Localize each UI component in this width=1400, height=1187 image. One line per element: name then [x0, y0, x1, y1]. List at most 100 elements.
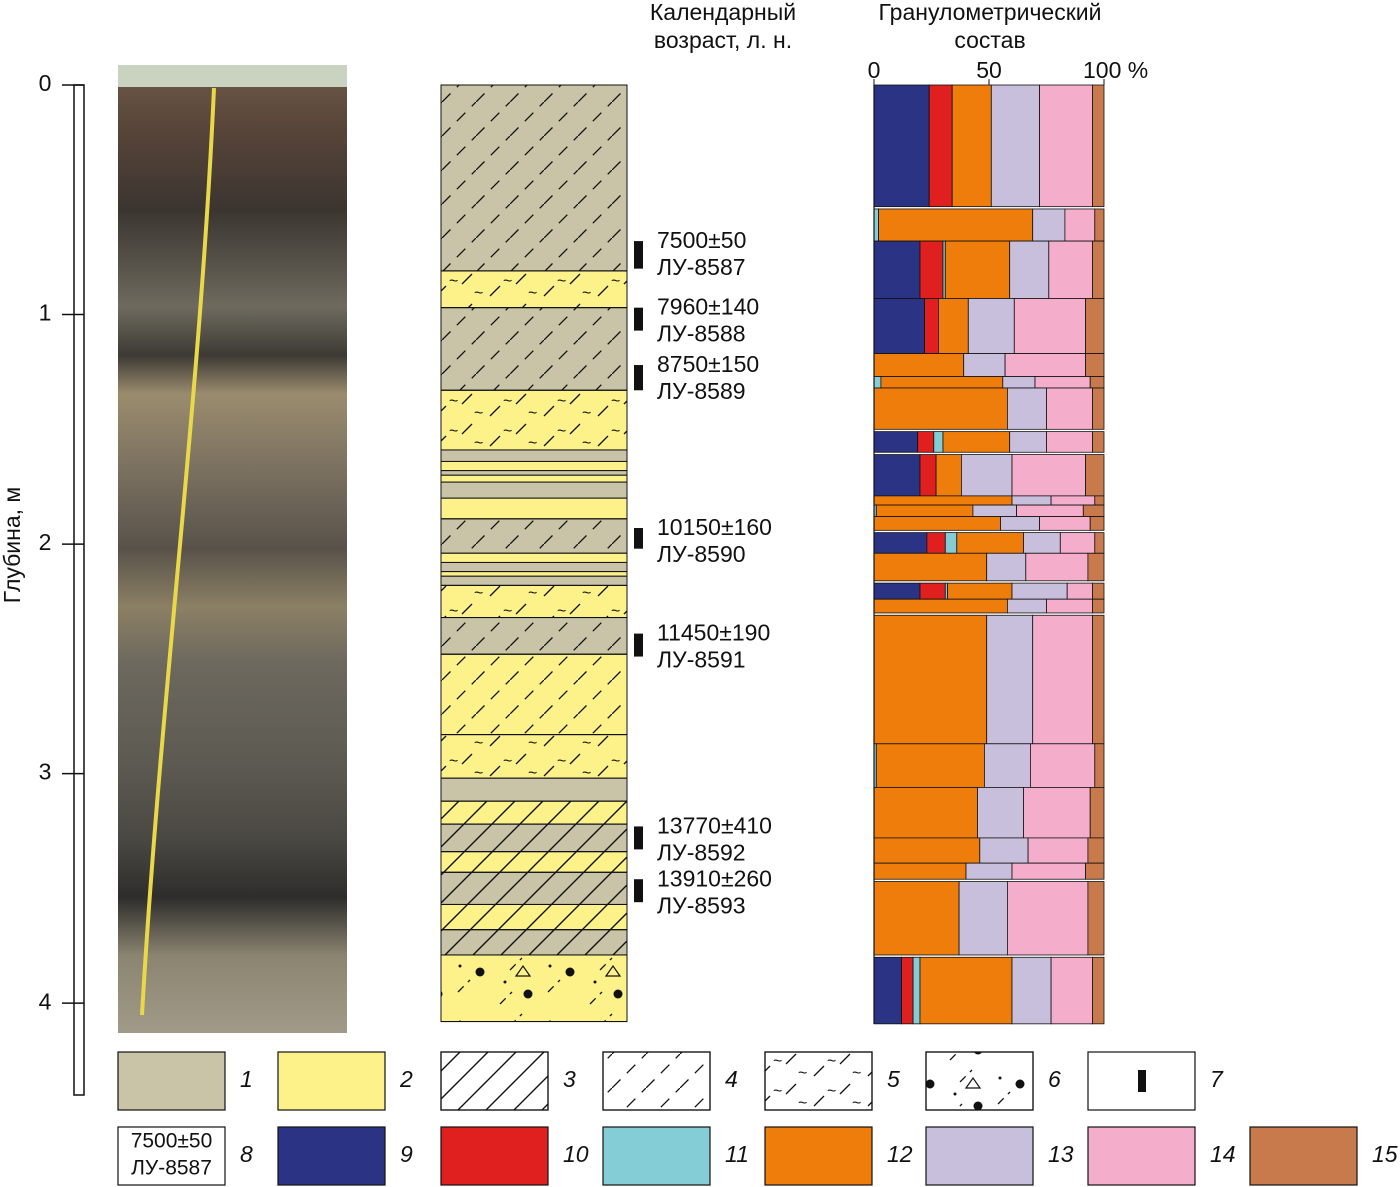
grain-segment: [873, 862, 967, 880]
date-sample-marker: [634, 307, 643, 331]
grain-segment: [1011, 862, 1086, 880]
grain-segment: [1094, 743, 1105, 788]
age-header: возраст, л. н.: [654, 27, 792, 53]
x-tick-label: 50: [976, 57, 1002, 83]
legend-swatch: [1087, 1126, 1196, 1186]
legend-swatch: [277, 1126, 386, 1186]
grain-segment: [1032, 208, 1066, 242]
lithology-pattern: [440, 617, 628, 655]
lithology-pattern: [440, 584, 628, 619]
grain-segment: [1050, 495, 1096, 506]
grain-segment: [1023, 532, 1061, 554]
grain-segment: [926, 532, 946, 554]
date-sample-marker: [634, 365, 643, 391]
grain-segment: [1092, 956, 1105, 1025]
grain-segment: [933, 431, 944, 453]
lithology-layer: [440, 470, 628, 476]
date-lab: ЛУ-8591: [657, 647, 746, 673]
date-age: 10150±160: [657, 514, 772, 540]
legend-swatch: [764, 1126, 873, 1186]
grain-segment: [873, 614, 988, 745]
depth-tick-label: 3: [39, 759, 52, 785]
grain-segment: [1092, 84, 1105, 208]
grain-segment: [1011, 956, 1052, 1025]
grain-segment: [873, 208, 879, 242]
lithology-pattern: [440, 903, 628, 931]
grain-segment: [1092, 387, 1105, 430]
grain-segment: [1039, 516, 1091, 531]
grain-segment: [990, 84, 1040, 208]
legend-swatch: [925, 1126, 1034, 1186]
grain-segment: [901, 956, 914, 1025]
grain-segment: [1094, 208, 1105, 242]
grain-segment: [878, 208, 1034, 242]
lithology-layer: [440, 561, 628, 573]
grain-segment: [1085, 298, 1105, 354]
grain-segment: [1046, 598, 1093, 614]
grain-segment: [1025, 552, 1089, 582]
legend-marker: [1138, 1070, 1146, 1092]
grain-segment: [1011, 454, 1086, 497]
grain-segment: [1094, 495, 1105, 506]
grain-segment: [986, 614, 1034, 745]
grain-segment: [912, 956, 921, 1025]
date-lab: ЛУ-8592: [657, 840, 746, 866]
grain-segment: [1032, 614, 1093, 745]
grain-segment: [1046, 431, 1093, 453]
grain-segment: [1039, 84, 1093, 208]
lithology-layer: [440, 474, 628, 483]
legend-swatch: [1249, 1126, 1358, 1186]
grain-segment: [873, 353, 965, 377]
grain-segment: [919, 454, 937, 497]
grain-segment: [951, 84, 992, 208]
legend-label: 8: [240, 1141, 253, 1167]
grain-segment: [1009, 431, 1047, 453]
depth-tick-label: 2: [39, 529, 52, 555]
grain-segment: [1007, 387, 1047, 430]
grain-segment: [873, 598, 1008, 614]
grain-segment: [1064, 208, 1096, 242]
grain-segment: [873, 787, 978, 839]
legend-box: [764, 1051, 873, 1111]
grain-segment: [947, 582, 1013, 600]
lithology-pattern: [440, 518, 628, 554]
grain-segment: [1009, 240, 1050, 299]
section-photo: [118, 65, 347, 1033]
legend-label: 4: [725, 1066, 738, 1092]
grain-segment: [1046, 387, 1093, 430]
grain-segment: [1007, 881, 1089, 956]
date-age: 13910±260: [657, 865, 772, 891]
grain-segment: [1004, 353, 1086, 377]
grain-segment: [919, 582, 946, 600]
date-age: 8750±150: [657, 351, 759, 377]
grain-segment: [873, 516, 1001, 531]
grain-segment: [873, 532, 928, 554]
grain-segment: [1092, 614, 1105, 745]
legend-sample: 7500±50: [131, 1130, 213, 1153]
measuring-tape: [140, 87, 216, 1016]
grain-segment: [944, 240, 1011, 299]
x-tick-label: 100 %: [1083, 57, 1148, 83]
grain-segment: [1048, 240, 1093, 299]
lithology-pattern: [440, 389, 628, 451]
grain-segment: [919, 240, 944, 299]
chart-title: состав: [954, 27, 1025, 53]
lithology-pattern: [440, 929, 628, 956]
grain-segment: [875, 504, 974, 517]
date-sample-marker: [634, 633, 643, 657]
lithology-pattern: [440, 84, 628, 272]
grain-segment: [1002, 376, 1036, 389]
lithology-pattern: [440, 653, 628, 736]
grain-segment: [1089, 787, 1105, 839]
grain-segment: [873, 956, 903, 1025]
grain-segment: [984, 743, 1031, 788]
lithology-pattern: [440, 871, 628, 905]
grain-segment: [873, 387, 1008, 430]
grain-segment: [880, 376, 1004, 389]
grain-segment: [1050, 956, 1093, 1025]
legend-label: 15: [1372, 1141, 1398, 1167]
grain-segment: [956, 532, 1024, 554]
legend-box: [117, 1051, 226, 1111]
